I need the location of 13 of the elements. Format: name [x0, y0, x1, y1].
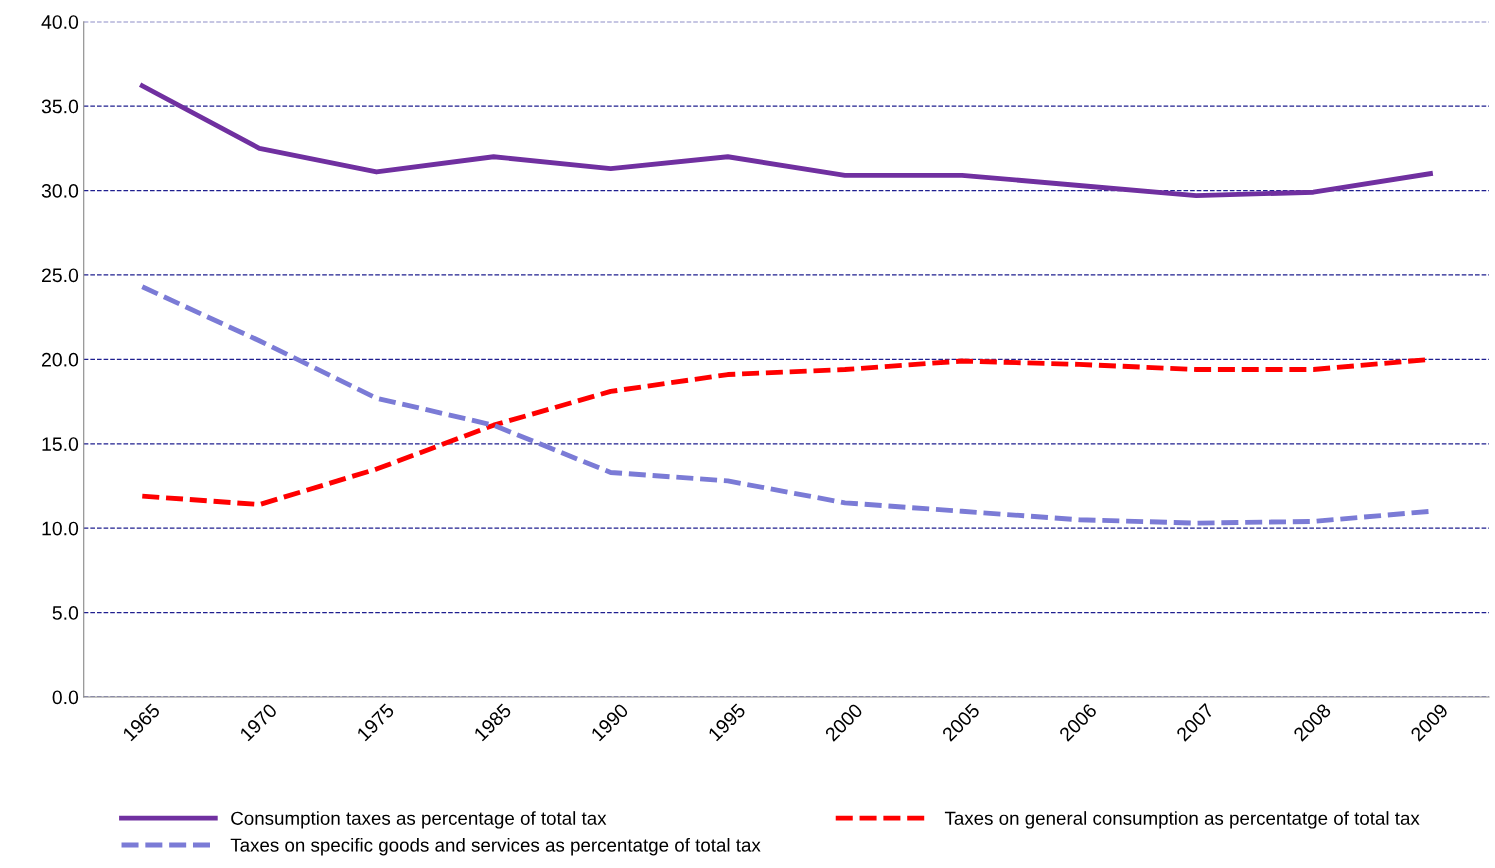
- y-tick-label: 35.0: [41, 99, 79, 114]
- y-tick-label: 0.0: [52, 690, 79, 705]
- line-series: [139, 83, 1433, 199]
- y-tick-label: 10.0: [42, 521, 79, 536]
- y-tick-label: 30.0: [41, 183, 79, 198]
- y-tick-label: 15.0: [42, 437, 79, 451]
- legend-label: Taxes on specific goods and services as percentatge of total tax: [230, 837, 761, 856]
- y-tick-label: 5.0: [52, 606, 79, 620]
- legend-label: Consumption taxes as percentage of total tax: [231, 811, 607, 829]
- y-tick-label: 40.0: [41, 15, 79, 29]
- y-tick-label: 25.0: [42, 268, 79, 283]
- y-tick-label: 20.0: [42, 352, 79, 367]
- legend-label: Taxes on general consumption as percentatge of total tax: [944, 811, 1420, 829]
